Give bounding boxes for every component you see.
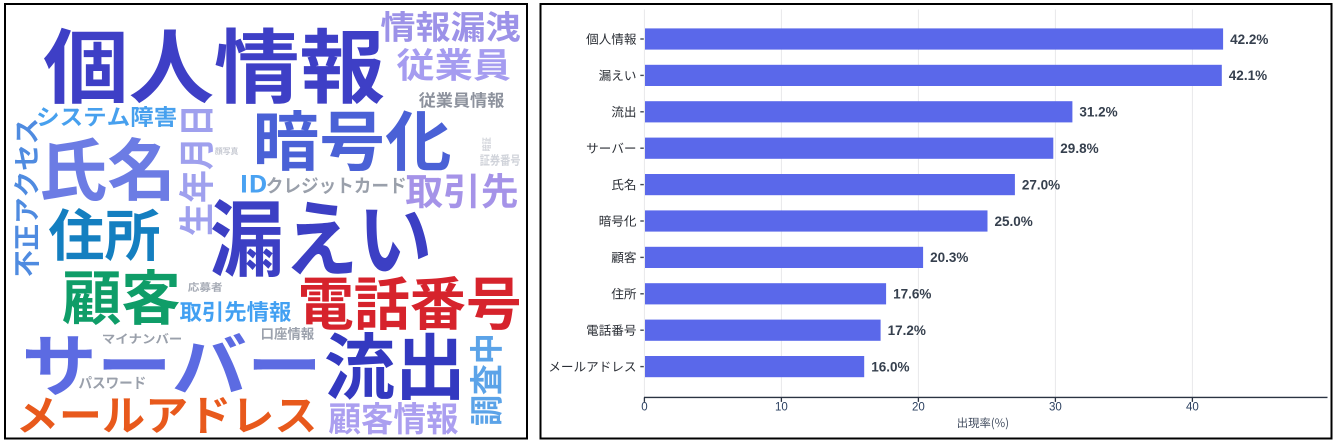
- svg-text:17.2%: 17.2%: [888, 323, 926, 338]
- svg-text:42.2%: 42.2%: [1230, 32, 1268, 47]
- svg-text:20: 20: [912, 402, 925, 414]
- svg-text:16.0%: 16.0%: [871, 359, 909, 374]
- svg-text:42.1%: 42.1%: [1229, 68, 1267, 83]
- svg-text:31.2%: 31.2%: [1079, 105, 1117, 120]
- svg-text:40: 40: [1186, 402, 1199, 414]
- svg-text:27.0%: 27.0%: [1022, 177, 1060, 192]
- svg-text:20.3%: 20.3%: [930, 250, 968, 265]
- svg-text:29.8%: 29.8%: [1060, 141, 1098, 156]
- svg-text:0: 0: [641, 402, 647, 414]
- svg-text:10: 10: [775, 402, 788, 414]
- svg-text:25.0%: 25.0%: [995, 214, 1033, 229]
- svg-text:30: 30: [1049, 402, 1062, 414]
- svg-text:17.6%: 17.6%: [893, 287, 931, 302]
